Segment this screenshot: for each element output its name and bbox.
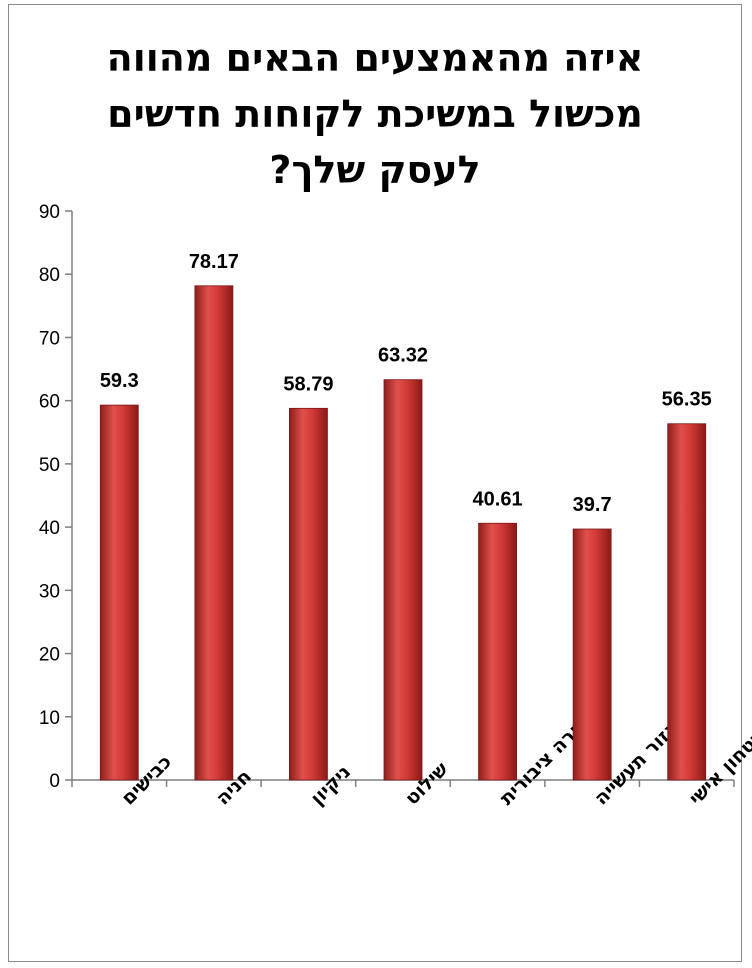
y-tick-label: 20 <box>39 645 60 666</box>
data-label: 63.32 <box>378 345 428 367</box>
bar <box>573 529 611 780</box>
y-tick-label: 40 <box>39 518 60 539</box>
bar <box>100 405 138 780</box>
y-tick-label: 50 <box>39 455 60 476</box>
y-tick-label: 90 <box>39 202 60 223</box>
y-tick-label: 80 <box>39 265 60 286</box>
bar <box>668 424 706 780</box>
data-label: 59.3 <box>100 370 139 392</box>
data-label: 40.61 <box>473 488 523 510</box>
bar <box>479 523 517 780</box>
bar <box>289 408 327 780</box>
y-tick-label: 10 <box>39 708 60 729</box>
y-tick-label: 60 <box>39 392 60 413</box>
data-label: 56.35 <box>662 389 712 411</box>
data-label: 39.7 <box>573 494 612 516</box>
y-tick-label: 30 <box>39 581 60 602</box>
data-label: 78.17 <box>189 251 239 273</box>
y-tick-label: 70 <box>39 328 60 349</box>
bar <box>195 286 233 780</box>
data-label: 58.79 <box>283 373 333 395</box>
bar <box>384 380 422 780</box>
y-tick-label: 0 <box>49 771 60 792</box>
